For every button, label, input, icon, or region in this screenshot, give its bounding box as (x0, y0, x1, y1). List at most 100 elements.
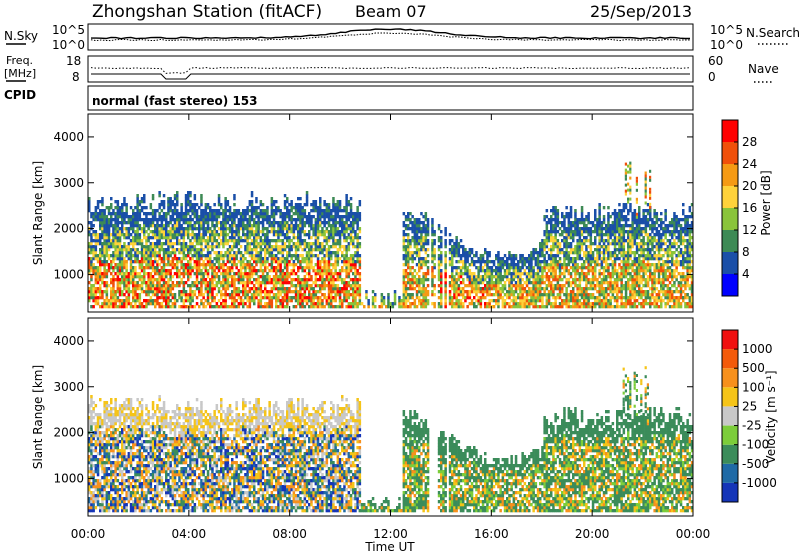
power-cell (182, 284, 186, 288)
power-cell (554, 299, 557, 303)
power-cell (539, 242, 542, 246)
power-cell (334, 260, 337, 264)
power-cell (503, 302, 507, 306)
power-cell (246, 272, 249, 276)
power-cell (154, 233, 157, 237)
power-cell (585, 254, 588, 258)
power-cell (116, 245, 120, 249)
power-cell (541, 248, 544, 252)
power-cell (422, 290, 425, 294)
power-cell (345, 299, 348, 303)
power-cell (352, 239, 355, 243)
power-cell (103, 302, 106, 306)
power-cell (220, 293, 223, 297)
power-cell (497, 266, 500, 270)
power-cell (193, 293, 197, 297)
power-cell (182, 230, 186, 234)
power-cell (497, 260, 500, 264)
power-cell (112, 281, 115, 285)
power-cell (426, 260, 430, 264)
power-cell (222, 227, 225, 231)
power-cell (323, 209, 326, 213)
power-cell (171, 296, 175, 300)
power-cell (92, 245, 95, 249)
power-cell (213, 209, 216, 213)
power-cell (305, 266, 309, 270)
power-cell (466, 278, 469, 282)
power-cell (134, 236, 137, 240)
power-cell (250, 203, 254, 207)
power-cell (158, 278, 161, 282)
power-cell (576, 257, 579, 261)
power-cell (323, 200, 326, 204)
power-cell (294, 224, 298, 228)
power-cell (198, 293, 201, 297)
power-cell (448, 281, 452, 285)
power-cell (341, 254, 344, 258)
power-cell (433, 248, 436, 252)
power-cell (147, 260, 150, 264)
power-cell (99, 272, 102, 276)
power-cell (545, 233, 549, 237)
power-cell (299, 305, 302, 309)
power-cell (165, 230, 168, 234)
power-cell (253, 296, 256, 300)
power-cell (169, 203, 172, 207)
power-cell (158, 215, 161, 219)
power-cell (138, 284, 142, 288)
power-cell (341, 224, 344, 228)
power-cell (466, 296, 469, 300)
power-cell (246, 230, 249, 234)
power-cell (409, 218, 412, 222)
power-cell (503, 299, 507, 303)
power-cell (358, 296, 362, 300)
power-cell (536, 272, 540, 276)
power-cell (525, 284, 529, 288)
power-cell (112, 239, 115, 243)
power-cell (407, 212, 410, 216)
power-cell (158, 269, 161, 273)
power-cell (176, 212, 179, 216)
power-cell (279, 257, 282, 261)
power-cell (334, 284, 337, 288)
power-cell (206, 242, 210, 246)
power-cell (145, 245, 148, 249)
power-cell (356, 215, 359, 219)
power-cell (255, 260, 258, 264)
power-cell (299, 203, 302, 207)
power-cell (200, 275, 203, 279)
power-cell (534, 281, 538, 285)
power-cell (356, 257, 359, 261)
power-cell (490, 293, 494, 297)
power-cell (286, 263, 289, 267)
power-cell (259, 305, 263, 309)
power-cell (554, 302, 557, 306)
power-cell (272, 260, 276, 264)
power-cell (209, 284, 212, 288)
power-cell (457, 260, 461, 264)
power-cell (176, 272, 179, 276)
power-cell (574, 293, 577, 297)
power-cell (171, 284, 175, 288)
power-cell (578, 233, 582, 237)
power-cell (215, 221, 219, 225)
power-cell (411, 251, 414, 255)
power-cell (358, 299, 362, 303)
power-cell (437, 269, 441, 273)
power-cell (270, 245, 274, 249)
power-cell (233, 272, 236, 276)
power-cell (99, 248, 102, 252)
power-cell (585, 287, 588, 291)
power-cell (343, 263, 346, 267)
power-cell (103, 218, 106, 222)
power-cell (343, 257, 346, 261)
power-cell (165, 251, 168, 255)
power-cell (189, 248, 192, 252)
power-cell (136, 203, 139, 207)
power-cell (323, 221, 326, 225)
power-cell (448, 239, 452, 243)
power-cell (409, 302, 412, 306)
power-cell (233, 233, 236, 237)
power-cell (437, 254, 441, 258)
power-cell (567, 293, 571, 297)
